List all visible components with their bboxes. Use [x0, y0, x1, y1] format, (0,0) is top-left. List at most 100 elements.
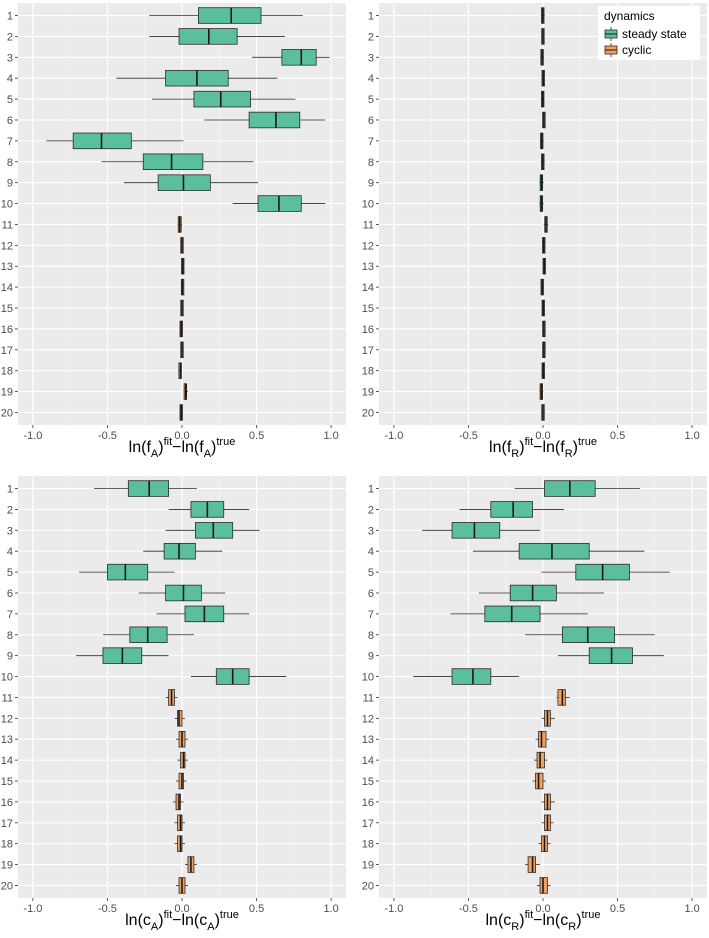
box-iqr: [194, 91, 251, 107]
y-tick-label: 4: [368, 546, 374, 558]
y-tick-label: 4: [368, 73, 374, 85]
y-tick-label: 12: [1, 240, 13, 252]
x-tick-label: -0.5: [459, 903, 478, 915]
y-tick-label: 6: [7, 588, 13, 600]
box-iqr: [491, 502, 533, 518]
y-tick-label: 16: [1, 324, 13, 336]
y-tick-label: 14: [1, 282, 13, 294]
y-tick-label: 1: [368, 11, 374, 23]
box-14: [181, 279, 184, 295]
y-tick-label: 14: [1, 755, 13, 767]
box-10: [539, 196, 543, 212]
y-tick-label: 13: [362, 261, 374, 273]
x-tick-label: -0.5: [459, 430, 478, 442]
y-tick-label: 19: [362, 860, 374, 872]
panel-2: 1234567891011121314151617181920-1.0 -0.5 0…: [362, 3, 707, 460]
y-tick-label: 14: [362, 755, 374, 767]
box-3: [540, 49, 544, 65]
y-tick-label: 7: [7, 136, 13, 148]
y-tick-label: 16: [362, 324, 374, 336]
y-tick-label: 4: [7, 73, 13, 85]
y-tick-label: 20: [1, 407, 13, 419]
y-tick-label: 10: [1, 672, 13, 684]
panel-4: 1234567891011121314151617181920-1.0 -0.5 0…: [362, 476, 707, 933]
y-tick-label: 1: [7, 11, 13, 23]
x-axis-title: ln(fA)fit−ln(fA)true: [129, 436, 236, 460]
y-tick-label: 18: [362, 839, 374, 851]
x-tick-label: 0.5: [249, 430, 264, 442]
x-tick-label: 1.0: [323, 430, 338, 442]
y-tick-label: 20: [1, 880, 13, 892]
x-tick-label: 0.5: [610, 430, 625, 442]
y-tick-label: 9: [368, 651, 374, 663]
x-tick-label: 1.0: [684, 430, 699, 442]
x-axis-title: ln(cR)fit−ln(cR)true: [486, 909, 601, 933]
box-15: [181, 300, 184, 316]
y-tick-label: 7: [368, 609, 374, 621]
y-tick-label: 1: [7, 484, 13, 496]
y-tick-label: 12: [362, 713, 374, 725]
y-tick-label: 16: [362, 797, 374, 809]
legend-label: cyclic: [622, 43, 651, 57]
y-tick-label: 3: [7, 525, 13, 537]
y-tick-label: 9: [7, 651, 13, 663]
y-tick-label: 15: [1, 776, 13, 788]
x-tick-label: -1.0: [23, 903, 42, 915]
y-tick-label: 19: [362, 387, 374, 399]
box-2: [541, 29, 544, 45]
box-17: [181, 342, 184, 358]
y-tick-label: 20: [362, 407, 374, 419]
box-8: [541, 154, 545, 170]
y-tick-label: 2: [7, 504, 13, 516]
y-tick-label: 4: [7, 546, 13, 558]
y-tick-label: 5: [368, 567, 374, 579]
y-tick-label: 5: [7, 94, 13, 106]
y-tick-label: 17: [1, 818, 13, 830]
box-iqr: [452, 669, 491, 685]
x-tick-label: -0.5: [98, 903, 117, 915]
box-13: [543, 258, 546, 274]
y-tick-label: 6: [7, 115, 13, 127]
box-iqr: [282, 49, 316, 65]
box-20: [541, 405, 545, 421]
y-tick-label: 17: [1, 345, 13, 357]
y-tick-label: 19: [1, 860, 13, 872]
box-iqr: [249, 112, 300, 128]
box-20: [180, 405, 183, 421]
y-tick-label: 9: [7, 178, 13, 190]
y-tick-label: 16: [1, 797, 13, 809]
y-tick-label: 11: [363, 692, 374, 704]
box-16: [542, 321, 545, 337]
y-tick-label: 7: [7, 609, 13, 621]
y-tick-label: 20: [362, 880, 374, 892]
y-tick-label: 6: [368, 588, 374, 600]
x-tick-label: -1.0: [384, 430, 403, 442]
box-18: [178, 363, 182, 379]
y-tick-label: 3: [7, 52, 13, 64]
box-iqr: [519, 543, 589, 559]
y-tick-label: 10: [362, 199, 374, 211]
y-tick-label: 10: [1, 199, 13, 211]
y-tick-label: 8: [368, 157, 374, 169]
box-14: [541, 279, 544, 295]
x-tick-label: 0.5: [249, 903, 264, 915]
box-iqr: [143, 154, 203, 170]
box-17: [542, 342, 545, 358]
x-tick-label: 1.0: [684, 903, 699, 915]
y-tick-label: 8: [7, 630, 13, 642]
x-tick-label: -0.5: [98, 430, 117, 442]
legend-label: steady state: [622, 27, 687, 41]
y-tick-label: 18: [1, 839, 13, 851]
box-iqr: [107, 564, 147, 580]
box-19: [539, 384, 543, 400]
y-tick-label: 13: [362, 734, 374, 746]
y-tick-label: 1: [368, 484, 374, 496]
y-tick-label: 11: [2, 219, 13, 231]
y-tick-label: 17: [362, 345, 374, 357]
y-tick-label: 12: [1, 713, 13, 725]
y-tick-label: 9: [368, 178, 374, 190]
box-11: [178, 217, 182, 233]
x-axis-title: ln(cA)fit−ln(cA)true: [125, 909, 239, 933]
y-tick-label: 13: [1, 734, 13, 746]
x-tick-label: 0.5: [610, 903, 625, 915]
